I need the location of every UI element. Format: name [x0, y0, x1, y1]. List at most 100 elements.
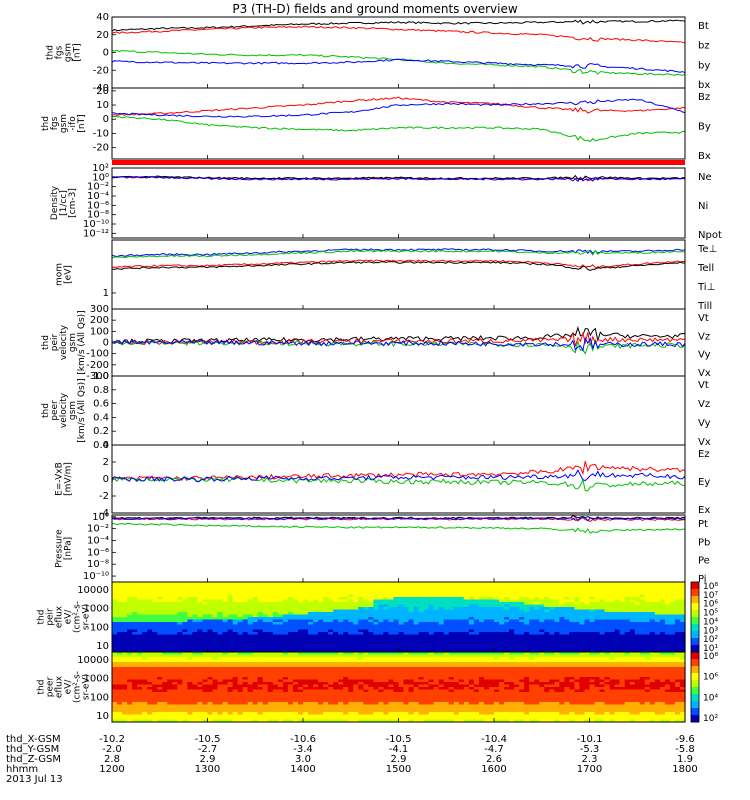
- heatmap-cell: [182, 592, 188, 596]
- heatmap-cell: [654, 587, 661, 591]
- heatmap-cell: [438, 602, 445, 606]
- heatmap-cell: [373, 594, 379, 598]
- heatmap-cell: [514, 594, 520, 598]
- heatmap-cell: [584, 647, 591, 651]
- heatmap-cell: [252, 627, 259, 631]
- heatmap-cell: [323, 582, 329, 586]
- heatmap-cell: [458, 644, 465, 648]
- heatmap-cell: [147, 597, 153, 601]
- heatmap-cell: [157, 592, 163, 596]
- heatmap-cell: [172, 604, 178, 608]
- heatmap-cell: [674, 584, 681, 588]
- heatmap-cell: [368, 694, 374, 698]
- heatmap-cell: [207, 639, 214, 643]
- heatmap-cell: [599, 624, 606, 628]
- heatmap-cell: [267, 694, 274, 698]
- heatmap-cell: [624, 649, 631, 653]
- heatmap-cell: [247, 622, 254, 626]
- heatmap-cell: [524, 597, 530, 601]
- heatmap-cell: [654, 607, 661, 611]
- heatmap-cell: [242, 717, 249, 721]
- heatmap-cell: [534, 639, 540, 643]
- heatmap-cell: [318, 669, 324, 673]
- heatmap-cell: [609, 634, 616, 638]
- heatmap-cell: [328, 717, 334, 721]
- heatmap-cell: [423, 639, 430, 643]
- heatmap-cell: [117, 684, 123, 688]
- heatmap-cell: [584, 642, 591, 646]
- heatmap-cell: [363, 654, 369, 658]
- heatmap-cell: [328, 602, 334, 606]
- heatmap-cell: [448, 609, 455, 613]
- heatmap-cell: [403, 609, 410, 613]
- heatmap-cell: [534, 584, 540, 588]
- heatmap-cell: [328, 609, 334, 613]
- heatmap-cell: [468, 634, 475, 638]
- heatmap-cell: [509, 619, 515, 623]
- heatmap-cell: [534, 612, 540, 616]
- heatmap-cell: [122, 634, 128, 638]
- heatmap-cell: [494, 627, 500, 631]
- heatmap-cell: [604, 604, 611, 608]
- heatmap-cell: [519, 617, 525, 621]
- heatmap-cell: [313, 654, 319, 658]
- heatmap-cell: [142, 617, 148, 621]
- heatmap-cell: [544, 584, 550, 588]
- heatmap-cell: [438, 582, 445, 586]
- heatmap-cell: [438, 587, 445, 591]
- heatmap-cell: [232, 684, 239, 688]
- heatmap-cell: [363, 617, 369, 621]
- heatmap-cell: [227, 704, 234, 708]
- heatmap-cell: [132, 599, 138, 603]
- heatmap-cell: [127, 684, 133, 688]
- heatmap-cell: [222, 654, 229, 658]
- heatmap-cell: [313, 677, 319, 681]
- heatmap-cell: [318, 592, 324, 596]
- heatmap-cell: [363, 697, 369, 701]
- heatmap-cell: [408, 634, 415, 638]
- heatmap-cell: [363, 594, 369, 598]
- heatmap-cell: [252, 637, 259, 641]
- heatmap-cell: [488, 647, 495, 651]
- heatmap-cell: [494, 617, 500, 621]
- heatmap-cell: [378, 617, 385, 621]
- heatmap-cell: [358, 614, 364, 618]
- heatmap-cell: [157, 672, 163, 676]
- heatmap-cell: [227, 684, 234, 688]
- heatmap-cell: [232, 619, 239, 623]
- heatmap-cell: [383, 607, 390, 611]
- heatmap-cell: [217, 709, 224, 713]
- heatmap-cell: [152, 627, 158, 631]
- heatmap-cell: [368, 717, 374, 721]
- heatmap-cell: [313, 659, 319, 663]
- heatmap-cell: [292, 694, 299, 698]
- legend-label: Till: [697, 301, 712, 312]
- heatmap-cell: [569, 582, 576, 586]
- heatmap-cell: [292, 654, 299, 658]
- heatmap-cell: [634, 597, 641, 601]
- heatmap-cell: [478, 614, 485, 618]
- heatmap-cell: [604, 647, 611, 651]
- heatmap-cell: [257, 592, 264, 596]
- heatmap-cell: [177, 614, 183, 618]
- heatmap-cell: [659, 639, 666, 643]
- heatmap-cell: [519, 589, 525, 593]
- heatmap-cell: [187, 697, 194, 701]
- heatmap-cell: [358, 657, 364, 661]
- heatmap-cell: [378, 584, 385, 588]
- heatmap-cell: [192, 599, 199, 603]
- heatmap-cell: [318, 709, 324, 713]
- heatmap-cell: [579, 599, 586, 603]
- heatmap-cell: [277, 652, 284, 656]
- heatmap-cell: [217, 619, 224, 623]
- heatmap-cell: [669, 584, 676, 588]
- heatmap-cell: [162, 684, 168, 688]
- heatmap-cell: [519, 624, 525, 628]
- heatmap-cell: [122, 619, 128, 623]
- heatmap-cell: [313, 622, 319, 626]
- heatmap-cell: [634, 639, 641, 643]
- heatmap-cell: [639, 632, 646, 636]
- heatmap-cell: [277, 697, 284, 701]
- heatmap-cell: [363, 639, 369, 643]
- heatmap-cell: [167, 662, 173, 666]
